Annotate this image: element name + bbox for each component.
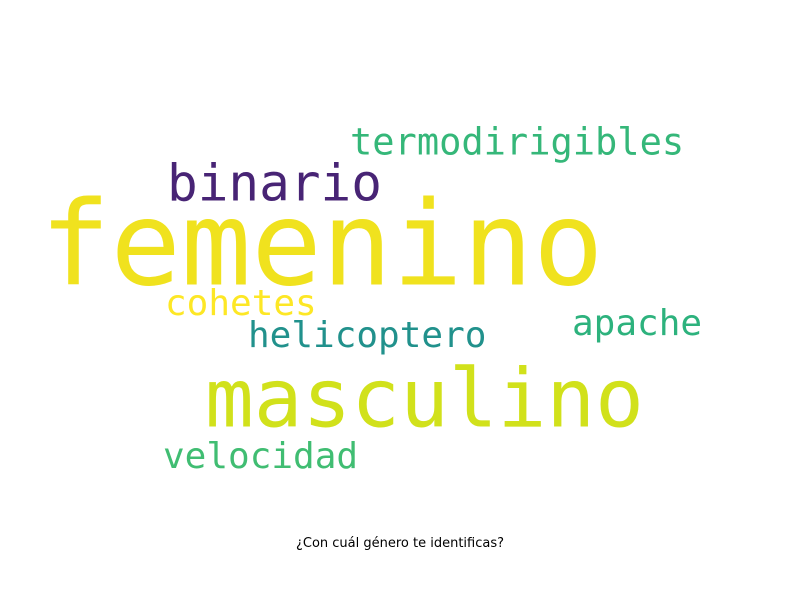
word-cohetes: cohetes [165,283,317,324]
word-apache: apache [572,303,703,344]
word-helicoptero: helicoptero [248,315,487,356]
caption: ¿Con cuál género te identificas? [295,536,505,551]
word-velocidad: velocidad [163,436,359,477]
word-masculino: masculino [205,352,644,447]
word-termodirigibles: termodirigibles [350,120,685,164]
word-femenino: femenino [40,175,604,313]
word-binario: binario [167,154,382,214]
